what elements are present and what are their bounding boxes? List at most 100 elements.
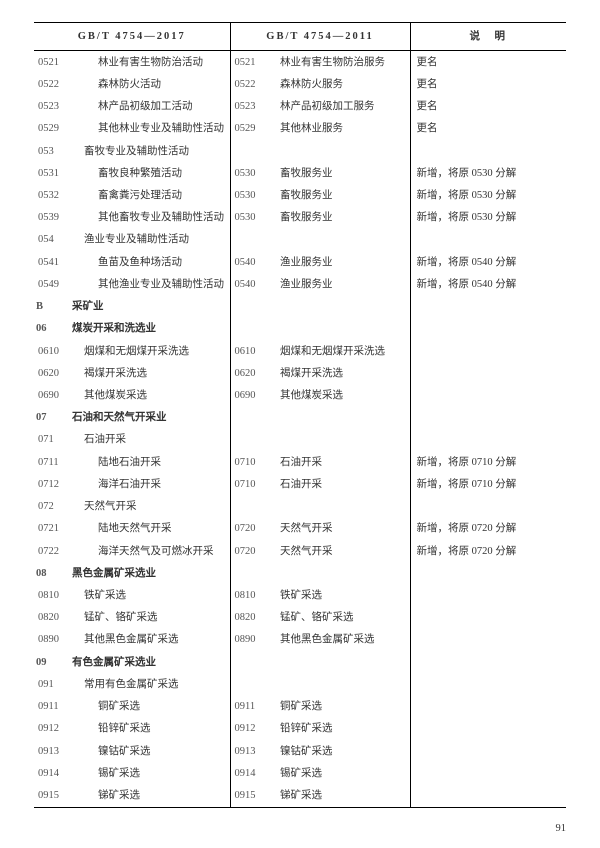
note-cell <box>410 784 566 807</box>
name-2011: 渔业服务业 <box>266 273 410 295</box>
table-row: 0620褐煤开采洗选0620褐煤开采洗选 <box>34 362 566 384</box>
code-2011: 0529 <box>230 118 266 140</box>
name-2017: 林业有害生物防治活动 <box>70 51 230 74</box>
table-row: 06煤炭开采和洗选业 <box>34 318 566 340</box>
name-2017: 天然气开采 <box>70 496 230 518</box>
page-container: GB/T 4754—2017 GB/T 4754—2011 说 明 0521林业… <box>0 0 600 824</box>
table-row: 0810铁矿采选0810铁矿采选 <box>34 584 566 606</box>
name-2011: 锰矿、铬矿采选 <box>266 607 410 629</box>
note-cell <box>410 718 566 740</box>
note-cell <box>410 407 566 429</box>
code-2017: 0541 <box>34 251 70 273</box>
note-cell: 更名 <box>410 73 566 95</box>
code-2017: 07 <box>34 407 70 429</box>
code-2017: 0810 <box>34 584 70 606</box>
code-2011: 0890 <box>230 629 266 651</box>
table-row: 0523林产品初级加工活动0523林产品初级加工服务更名 <box>34 96 566 118</box>
code-2017: 0913 <box>34 740 70 762</box>
code-2011: 0610 <box>230 340 266 362</box>
note-cell: 新增，将原 0540 分解 <box>410 251 566 273</box>
note-cell <box>410 629 566 651</box>
table-row: 054渔业专业及辅助性活动 <box>34 229 566 251</box>
table-row: 0549其他渔业专业及辅助性活动0540渔业服务业新增，将原 0540 分解 <box>34 273 566 295</box>
code-2011: 0530 <box>230 162 266 184</box>
name-2017: 林产品初级加工活动 <box>70 96 230 118</box>
name-2011 <box>266 562 410 584</box>
name-2017: 锑矿采选 <box>70 784 230 807</box>
code-2011: 0915 <box>230 784 266 807</box>
name-2017: 采矿业 <box>70 296 230 318</box>
table-row: 08黑色金属矿采选业 <box>34 562 566 584</box>
name-2017: 褐煤开采洗选 <box>70 362 230 384</box>
name-2011: 石油开采 <box>266 451 410 473</box>
code-2017: 0722 <box>34 540 70 562</box>
code-2011: 0521 <box>230 51 266 74</box>
name-2011: 镍钴矿采选 <box>266 740 410 762</box>
code-2011: 0912 <box>230 718 266 740</box>
name-2017: 镍钴矿采选 <box>70 740 230 762</box>
code-2017: 0539 <box>34 207 70 229</box>
table-row: 0722海洋天然气及可燃冰开采0720天然气开采新增，将原 0720 分解 <box>34 540 566 562</box>
code-2017: 0915 <box>34 784 70 807</box>
note-cell <box>410 562 566 584</box>
name-2017: 鱼苗及鱼种场活动 <box>70 251 230 273</box>
page-number: 91 <box>556 823 567 834</box>
name-2017: 煤炭开采和洗选业 <box>70 318 230 340</box>
code-2011: 0540 <box>230 273 266 295</box>
table-row: 0532畜禽粪污处理活动0530畜牧服务业新增，将原 0530 分解 <box>34 185 566 207</box>
note-cell <box>410 762 566 784</box>
name-2011 <box>266 496 410 518</box>
code-2017: 0912 <box>34 718 70 740</box>
table-row: 0711陆地石油开采0710石油开采新增，将原 0710 分解 <box>34 451 566 473</box>
name-2017: 锡矿采选 <box>70 762 230 784</box>
code-2017: 053 <box>34 140 70 162</box>
name-2017: 其他渔业专业及辅助性活动 <box>70 273 230 295</box>
code-2017: 0820 <box>34 607 70 629</box>
header-note: 说 明 <box>410 23 566 51</box>
code-2017: 0620 <box>34 362 70 384</box>
comparison-table: GB/T 4754—2017 GB/T 4754—2011 说 明 0521林业… <box>34 22 566 808</box>
name-2011: 畜牧服务业 <box>266 185 410 207</box>
name-2011: 烟煤和无烟煤开采洗选 <box>266 340 410 362</box>
code-2017: B <box>34 296 70 318</box>
code-2011 <box>230 651 266 673</box>
name-2017: 铁矿采选 <box>70 584 230 606</box>
table-row: 0610烟煤和无烟煤开采洗选0610烟煤和无烟煤开采洗选 <box>34 340 566 362</box>
name-2011: 林产品初级加工服务 <box>266 96 410 118</box>
name-2011 <box>266 407 410 429</box>
code-2017: 0610 <box>34 340 70 362</box>
name-2011: 天然气开采 <box>266 540 410 562</box>
name-2017: 黑色金属矿采选业 <box>70 562 230 584</box>
table-row: 0539其他畜牧专业及辅助性活动0530畜牧服务业新增，将原 0530 分解 <box>34 207 566 229</box>
name-2011: 锡矿采选 <box>266 762 410 784</box>
code-2011: 0914 <box>230 762 266 784</box>
name-2017: 石油开采 <box>70 429 230 451</box>
name-2017: 铜矿采选 <box>70 696 230 718</box>
name-2011: 其他林业服务 <box>266 118 410 140</box>
code-2011: 0523 <box>230 96 266 118</box>
table-row: 09有色金属矿采选业 <box>34 651 566 673</box>
name-2017: 其他黑色金属矿采选 <box>70 629 230 651</box>
code-2011: 0690 <box>230 385 266 407</box>
code-2017: 0914 <box>34 762 70 784</box>
note-cell: 新增，将原 0720 分解 <box>410 518 566 540</box>
code-2017: 0721 <box>34 518 70 540</box>
name-2011 <box>266 651 410 673</box>
code-2017: 072 <box>34 496 70 518</box>
table-row: 0890其他黑色金属矿采选0890其他黑色金属矿采选 <box>34 629 566 651</box>
name-2017: 烟煤和无烟煤开采洗选 <box>70 340 230 362</box>
name-2017: 森林防火活动 <box>70 73 230 95</box>
note-cell <box>410 696 566 718</box>
table-body: 0521林业有害生物防治活动0521林业有害生物防治服务更名0522森林防火活动… <box>34 51 566 807</box>
code-2017: 06 <box>34 318 70 340</box>
name-2011: 其他黑色金属矿采选 <box>266 629 410 651</box>
code-2017: 0532 <box>34 185 70 207</box>
code-2011: 0710 <box>230 473 266 495</box>
name-2011: 天然气开采 <box>266 518 410 540</box>
code-2017: 0523 <box>34 96 70 118</box>
code-2011 <box>230 296 266 318</box>
note-cell <box>410 584 566 606</box>
name-2017: 铅锌矿采选 <box>70 718 230 740</box>
table-row: 053畜牧专业及辅助性活动 <box>34 140 566 162</box>
table-row: 0914锡矿采选0914锡矿采选 <box>34 762 566 784</box>
